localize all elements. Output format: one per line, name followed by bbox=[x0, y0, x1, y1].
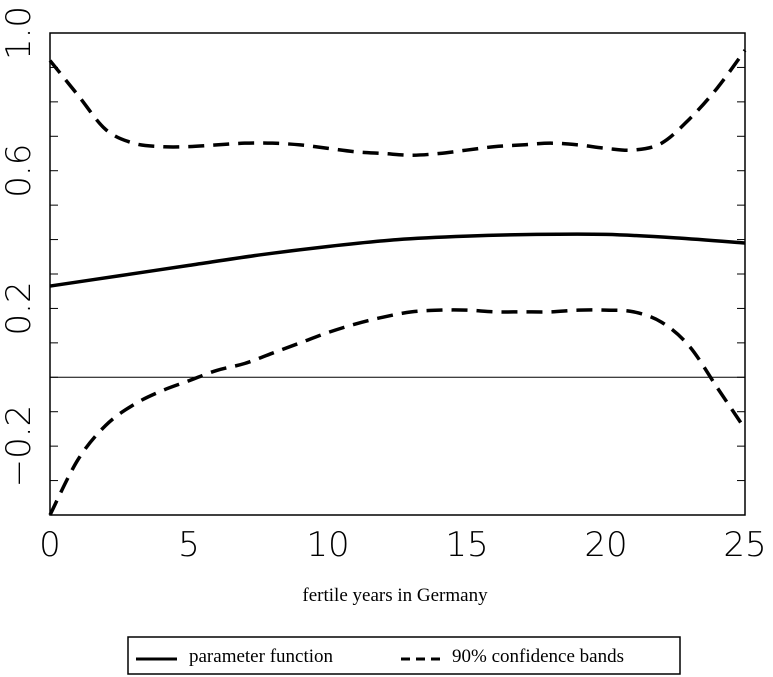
x-tick-label: 10 bbox=[306, 525, 349, 565]
x-tick-label: 15 bbox=[445, 525, 488, 565]
legend-box bbox=[127, 636, 681, 675]
y-tick-label: 0.6 bbox=[0, 144, 39, 198]
legend-label-parameter-function: parameter function bbox=[189, 646, 334, 667]
axis-ticks bbox=[50, 32, 745, 516]
x-tick-label: 20 bbox=[584, 525, 627, 565]
series-upper-confidence-band bbox=[48, 49, 747, 157]
y-tick-label: 1.0 bbox=[0, 6, 39, 60]
y-tick-label: −0.2 bbox=[0, 405, 39, 488]
series-parameter-function bbox=[49, 232, 746, 288]
x-tick-label: 0 bbox=[39, 525, 61, 565]
y-tick-label: 0.2 bbox=[0, 281, 39, 335]
plot-frame bbox=[49, 32, 746, 516]
series-layer bbox=[48, 49, 747, 516]
legend: parameter function 90% confidence bands bbox=[127, 636, 681, 675]
legend-label-confidence-bands: 90% confidence bands bbox=[452, 646, 624, 667]
x-tick-label: 25 bbox=[723, 525, 766, 565]
series-lower-confidence-band bbox=[48, 308, 747, 516]
x-axis-title: fertile years in Germany bbox=[302, 585, 488, 606]
axis-tick-labels: 0 5 10 15 20 25 −0.2 0.2 0.6 1.0 bbox=[0, 6, 767, 565]
x-tick-label: 5 bbox=[178, 525, 200, 565]
